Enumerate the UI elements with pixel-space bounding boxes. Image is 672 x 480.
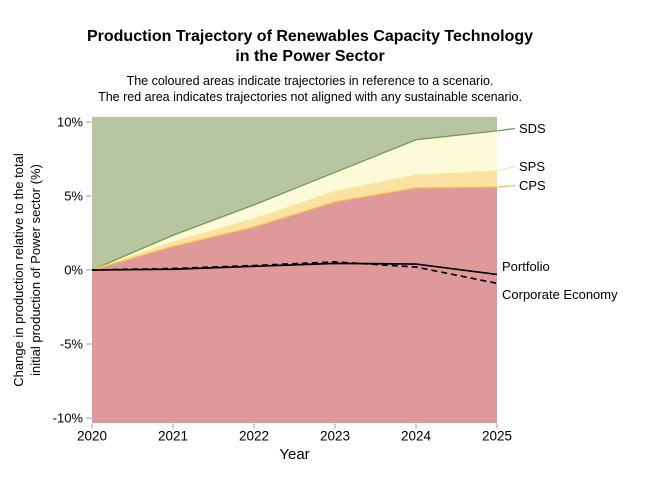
sds-region-area [92,117,497,270]
sps-region-area [92,130,497,270]
y-tick-label: 10% [57,115,83,130]
sds-boundary-line [91,130,498,271]
y-tick-label: 0% [64,263,83,278]
y-tick-label: -10% [53,411,84,426]
x-tick-label: 2022 [239,429,269,444]
cps-leader-line [497,184,516,188]
corporate-economy-label: Corporate Economy [502,287,618,302]
y-tick-label: 5% [64,189,83,204]
sps-label: SPS [519,159,545,174]
cps-region-area [92,170,497,270]
x-tick-label: 2025 [482,429,512,444]
x-tick-label: 2021 [158,429,188,444]
sps-boundary-line [91,170,498,271]
cps-label: CPS [519,178,546,193]
portfolio-label: Portfolio [502,259,550,274]
x-tick-label: 2024 [401,429,432,444]
page-title: Production Trajectory of Renewables Capa… [86,28,534,65]
page-subtitle: The coloured areas indicate trajectories… [98,74,522,104]
y-tick-label: -5% [60,337,84,352]
not-aligned-region-area [92,187,497,423]
sds-leader-line [497,127,516,132]
x-axis-label: Year [279,446,310,463]
portfolio-line [91,262,498,276]
cps-boundary-line [91,186,498,271]
sps-leader-line [497,165,516,172]
corporate-economy-line [91,261,498,285]
x-tick-label: 2023 [320,429,350,444]
x-tick-label: 2020 [77,429,107,444]
sds-label: SDS [519,121,546,136]
